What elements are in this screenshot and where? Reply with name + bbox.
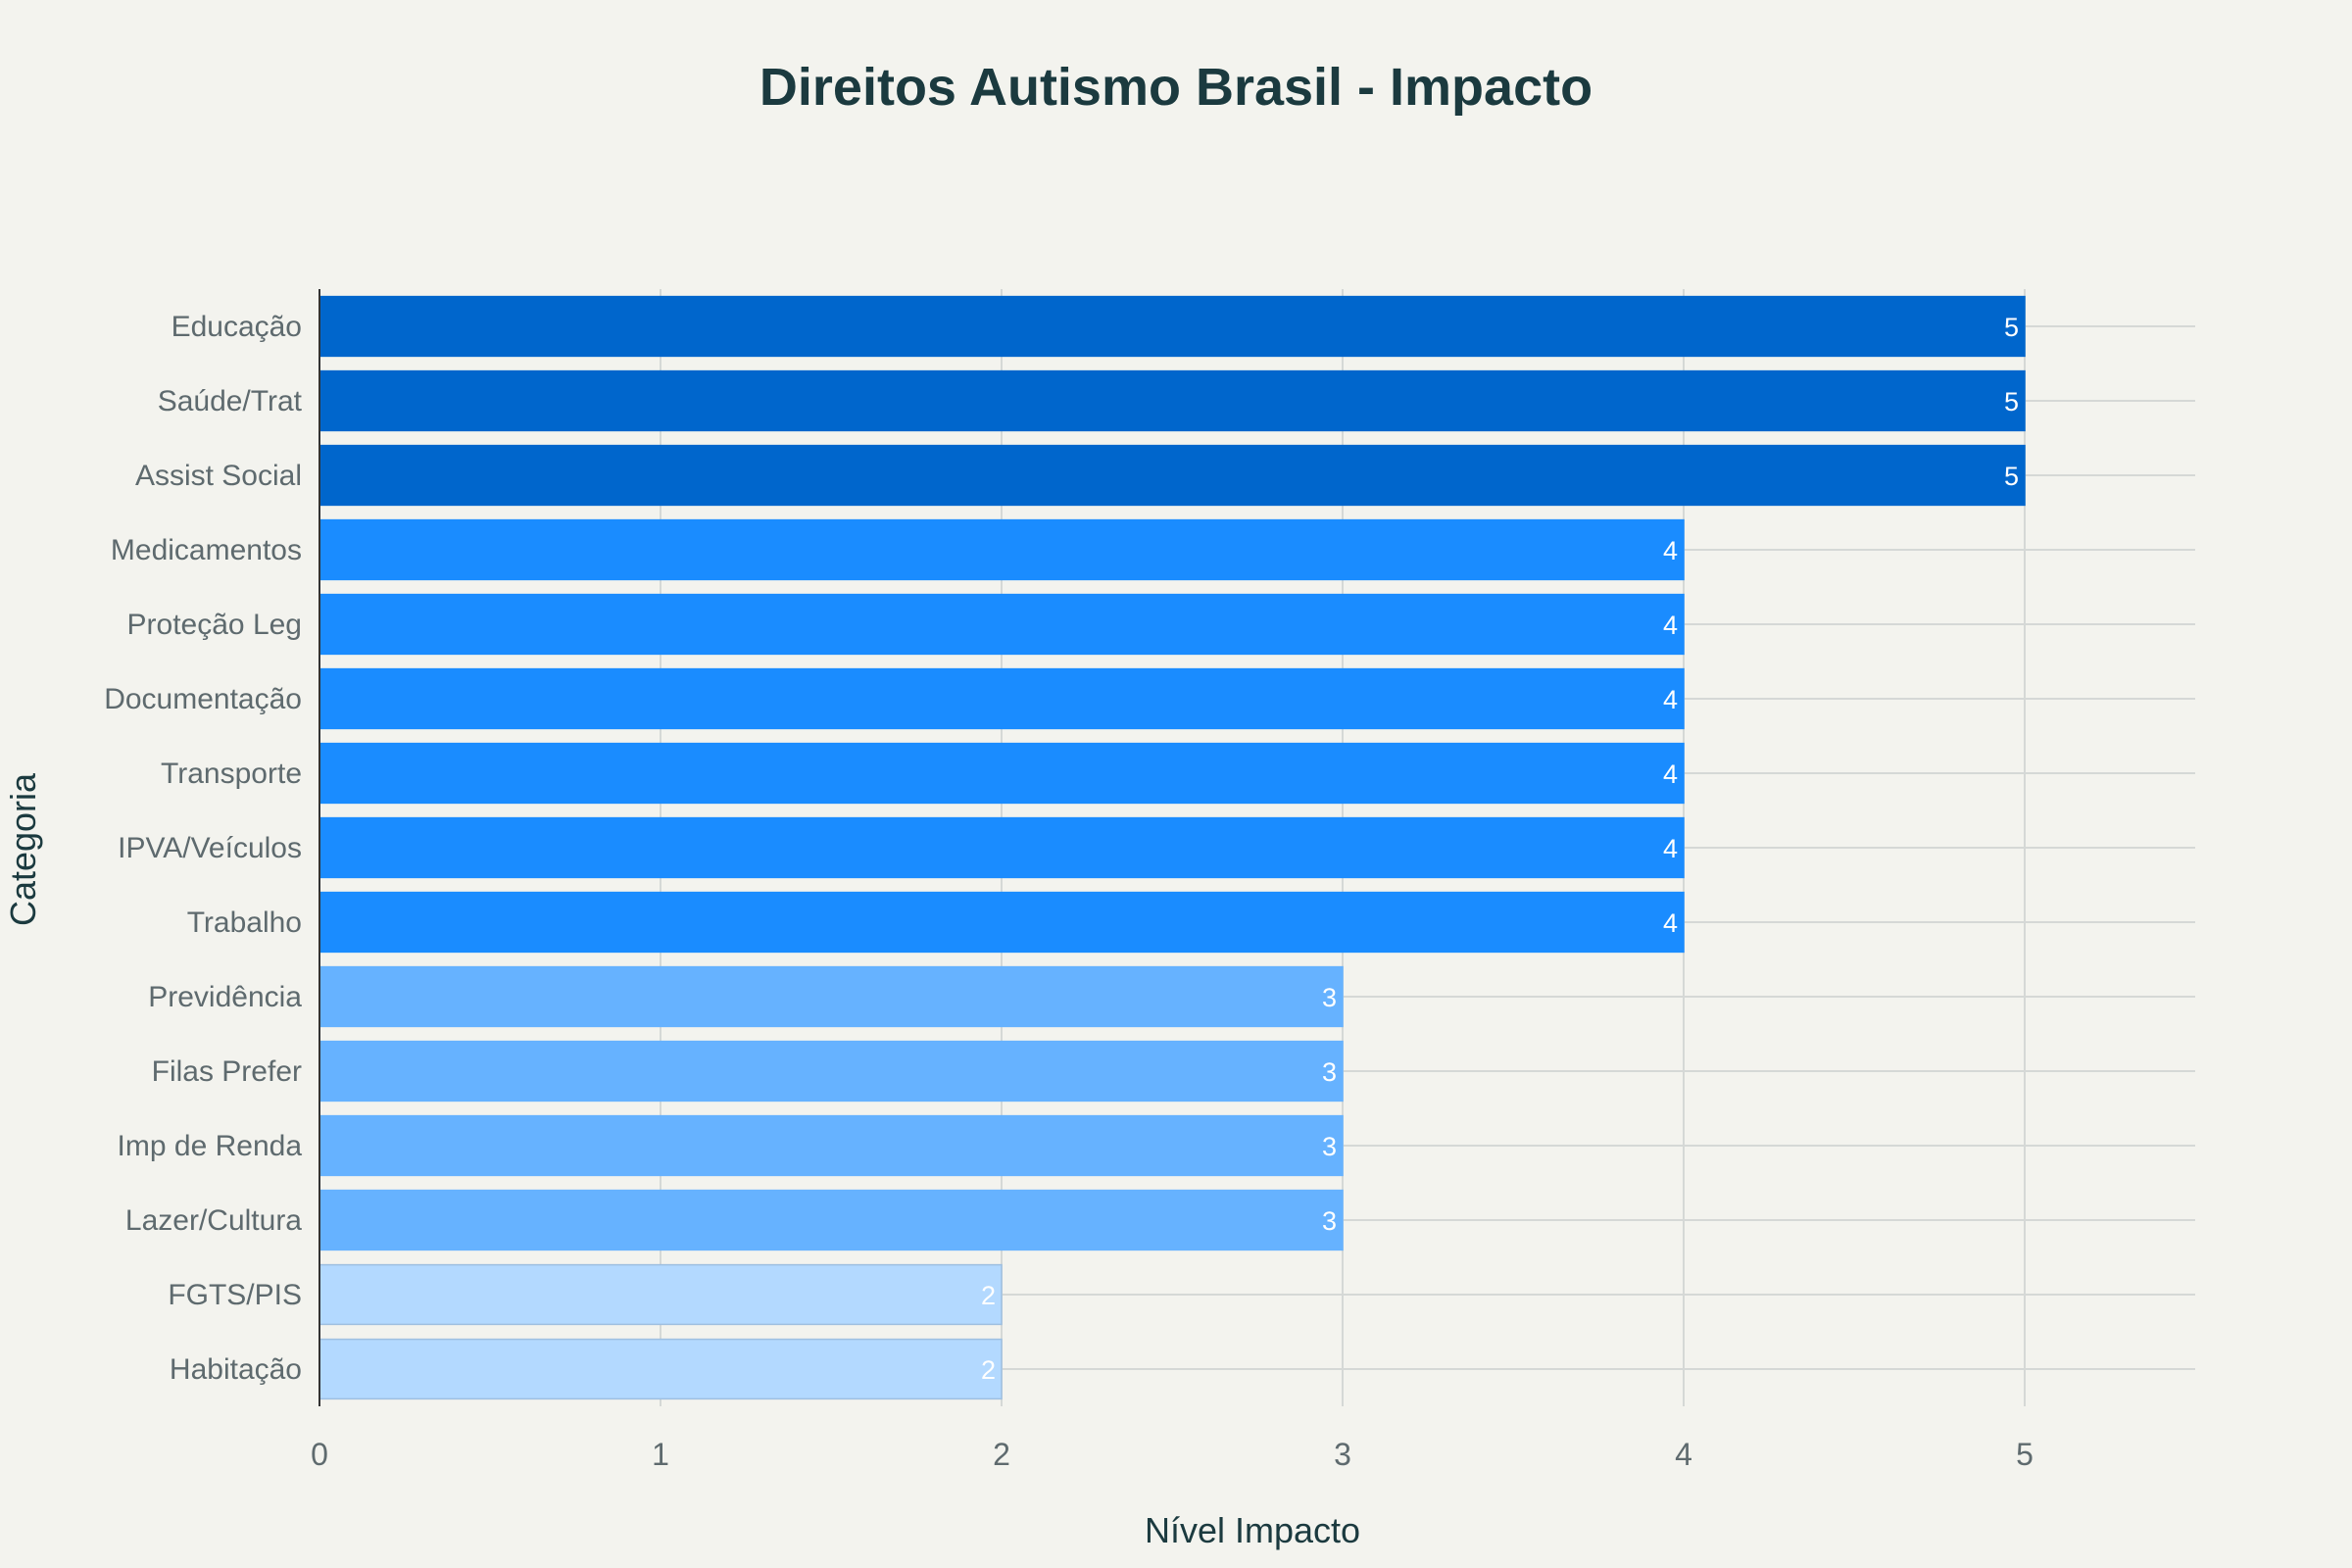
bar [318, 816, 1685, 879]
bar [318, 1114, 1344, 1177]
bar [318, 1263, 1003, 1326]
y-tick-label: Proteção Leg [127, 609, 302, 641]
bar [318, 1338, 1003, 1400]
y-tick-label: Medicamentos [111, 534, 302, 566]
y-tick-label: Habitação [170, 1353, 302, 1386]
bar [318, 593, 1685, 656]
bar-value-label: 3 [1322, 1057, 1337, 1087]
y-tick-label: Educação [172, 311, 302, 343]
y-tick-label: Imp de Renda [118, 1130, 303, 1162]
bar [318, 295, 2026, 358]
bar-value-label: 3 [1322, 1206, 1337, 1236]
bar-value-label: 4 [1663, 834, 1678, 863]
bar-value-label: 4 [1663, 760, 1678, 789]
bar-value-label: 5 [2004, 313, 2019, 342]
y-tick-label: Saúde/Trat [158, 385, 303, 417]
bar [318, 667, 1685, 730]
y-tick-label: Previdência [148, 981, 302, 1013]
bar [318, 444, 2026, 507]
y-tick-label: Trabalho [187, 906, 302, 939]
y-tick-label: Transporte [161, 758, 302, 790]
y-tick-labels: Educação Saúde/Trat Assist Social Medicamen… [104, 311, 302, 1386]
bar [318, 965, 1344, 1028]
y-tick-label: Lazer/Cultura [125, 1204, 302, 1237]
bar [318, 518, 1685, 581]
bar-value-label: 3 [1322, 983, 1337, 1012]
y-tick-label: FGTS/PIS [168, 1279, 302, 1311]
bar-value-label: 2 [981, 1281, 996, 1310]
bars [318, 295, 2026, 1400]
bar [318, 369, 2026, 432]
bar [318, 742, 1685, 805]
bar-value-label: 4 [1663, 611, 1678, 640]
bar [318, 1189, 1344, 1251]
bar-value-label: 4 [1663, 536, 1678, 565]
bar-value-labels: 5 5 5 4 4 4 4 4 4 3 3 3 3 2 2 [981, 313, 2019, 1385]
y-tick-label: Assist Social [135, 460, 302, 492]
bar-value-label: 3 [1322, 1132, 1337, 1161]
bar [318, 891, 1685, 954]
bar-value-label: 2 [981, 1355, 996, 1385]
bar-value-label: 4 [1663, 685, 1678, 714]
y-axis-title: Categoria [3, 772, 43, 926]
bar-value-label: 4 [1663, 908, 1678, 938]
x-tick-label: 0 [311, 1437, 328, 1472]
y-tick-label: Filas Prefer [152, 1055, 302, 1088]
x-tick-label: 4 [1675, 1437, 1692, 1472]
x-tick-label: 1 [652, 1437, 669, 1472]
y-tick-label: Documentação [104, 683, 302, 715]
y-tick-label: IPVA/Veículos [118, 832, 302, 864]
x-tick-labels: 0 1 2 3 4 5 [311, 1437, 2034, 1472]
x-tick-label: 3 [1334, 1437, 1351, 1472]
x-tick-label: 2 [993, 1437, 1010, 1472]
chart-title: Direitos Autismo Brasil - Impacto [759, 58, 1593, 117]
bar-value-label: 5 [2004, 462, 2019, 491]
x-axis-title: Nível Impacto [1145, 1510, 1360, 1550]
x-tick-label: 5 [2016, 1437, 2034, 1472]
bar-value-label: 5 [2004, 387, 2019, 416]
bar [318, 1040, 1344, 1102]
